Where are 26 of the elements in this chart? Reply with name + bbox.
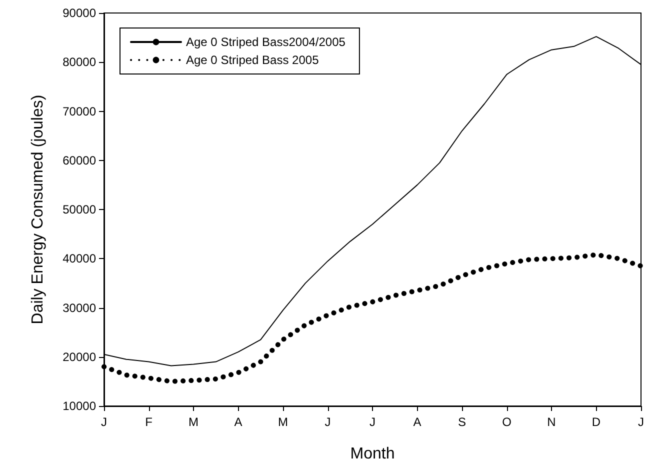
x-tick-label: J xyxy=(324,415,331,429)
x-tick-label: J xyxy=(370,415,376,429)
x-axis-title: Month xyxy=(350,446,395,462)
y-tick-label: 40000 xyxy=(62,252,96,266)
y-tick-label: 60000 xyxy=(62,153,96,168)
x-tick-label: O xyxy=(502,415,512,429)
x-tick-label: A xyxy=(413,415,422,429)
y-tick-label: 80000 xyxy=(62,55,96,70)
y-tick-label: 20000 xyxy=(62,350,96,364)
x-tick-label: S xyxy=(458,415,466,429)
legend-label: Age 0 Striped Bass2004/2005 xyxy=(186,35,346,49)
x-tick-label: M xyxy=(188,415,198,429)
y-tick-label: 30000 xyxy=(62,300,96,315)
x-tick-label: D xyxy=(592,415,601,429)
x-tick-label: A xyxy=(234,415,242,429)
x-tick-label: N xyxy=(547,415,556,429)
legend-label: Age 0 Striped Bass 2005 xyxy=(186,53,320,67)
x-tick-label: F xyxy=(145,415,152,429)
x-tick-label: J xyxy=(638,415,644,429)
x-tick-label: J xyxy=(101,415,107,429)
y-axis-title: Daily Energy Consumed (joules) xyxy=(30,94,46,324)
y-tick-label: 50000 xyxy=(62,202,96,216)
y-tick-label: 70000 xyxy=(62,104,96,118)
y-tick-label: 90000 xyxy=(62,6,96,20)
y-tick-label: 10000 xyxy=(62,399,96,413)
x-tick-label: M xyxy=(278,415,288,429)
